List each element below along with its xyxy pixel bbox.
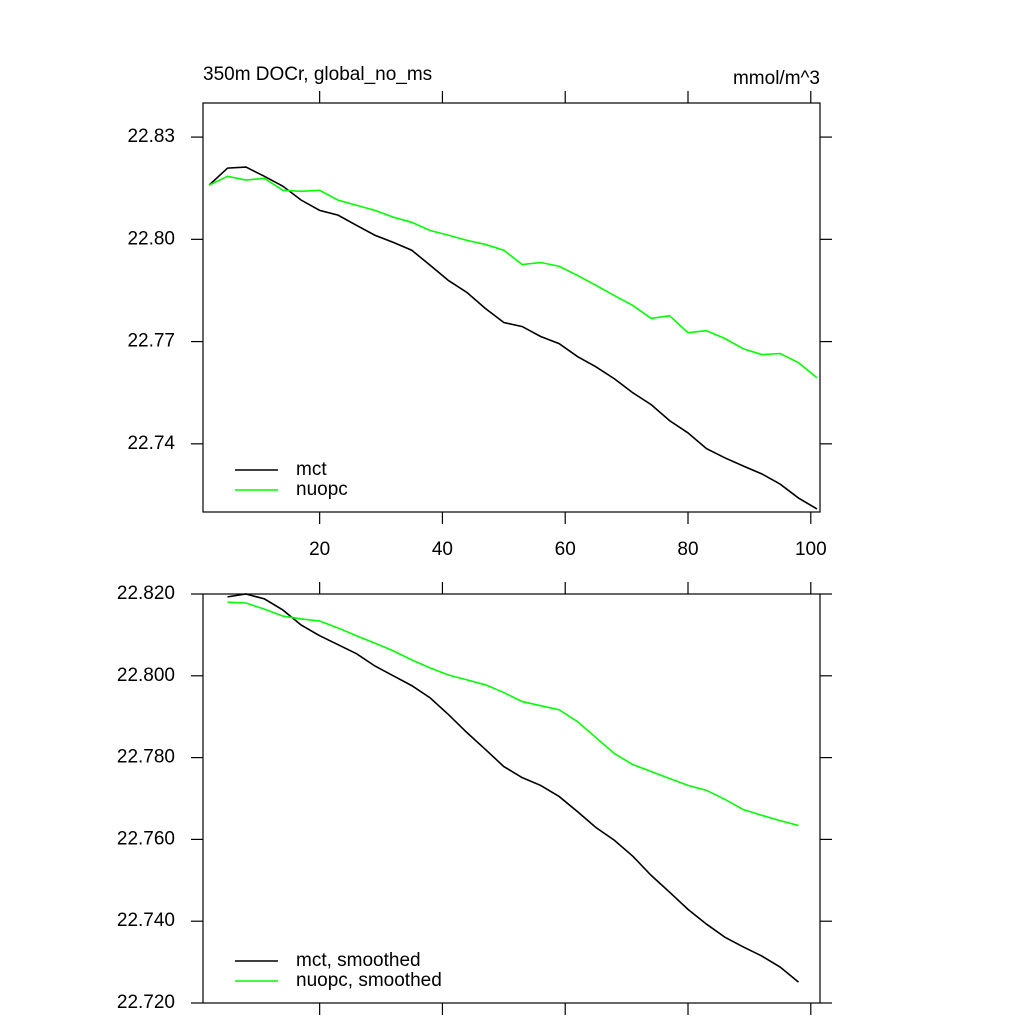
data-line — [227, 601, 799, 827]
x-tick-label: 20 — [309, 539, 330, 560]
data-line — [227, 593, 800, 983]
legend-label: mct, smoothed — [296, 950, 421, 971]
data-line — [208, 166, 818, 510]
legend-label: nuopc — [296, 479, 348, 500]
plot-frame — [202, 593, 821, 1004]
y-tick-label: 22.780 — [117, 747, 175, 768]
y-tick-label: 22.800 — [117, 665, 175, 686]
legend-label: nuopc, smoothed — [296, 970, 442, 991]
y-tick-label: 22.820 — [117, 583, 175, 604]
plot-frame — [202, 102, 821, 513]
x-tick-label: 80 — [677, 539, 698, 560]
x-tick-label: 60 — [555, 539, 576, 560]
x-tick-label: 40 — [432, 539, 453, 560]
y-tick-label: 22.83 — [127, 126, 175, 147]
chart-title: 350m DOCr, global_no_ms — [203, 64, 432, 85]
y-tick-label: 22.720 — [117, 992, 175, 1013]
legend-label: mct — [296, 459, 327, 480]
units-label: mmol/m^3 — [733, 68, 820, 89]
y-tick-label: 22.80 — [127, 228, 175, 249]
y-tick-label: 22.77 — [127, 331, 175, 352]
data-line — [208, 175, 818, 379]
y-tick-label: 22.740 — [117, 910, 175, 931]
y-tick-label: 22.74 — [127, 433, 175, 454]
x-tick-label: 100 — [795, 539, 827, 560]
y-tick-label: 22.760 — [117, 828, 175, 849]
